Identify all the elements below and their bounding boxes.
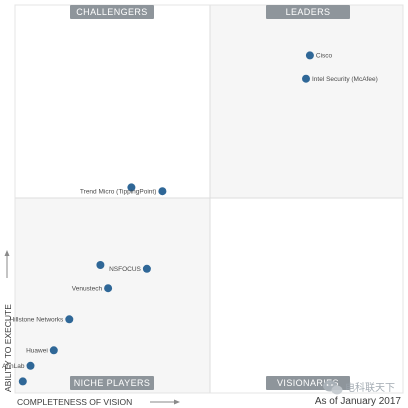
vendor-point: Intel Security (McAfee) bbox=[302, 74, 378, 83]
vendor-label: Trend Micro (TippingPoint) bbox=[80, 189, 156, 196]
vendor-label: AhnLab bbox=[2, 363, 25, 370]
vendor-dot bbox=[96, 261, 105, 269]
quadrant-challengers-area bbox=[15, 5, 210, 198]
vendor-label: Venustech bbox=[72, 286, 103, 293]
vendor-point: Venustech bbox=[72, 284, 113, 293]
vendor-label: NSFOCUS bbox=[109, 266, 141, 273]
vendor-point bbox=[127, 183, 136, 192]
vendor-dot bbox=[302, 74, 310, 83]
vendor-dot bbox=[65, 315, 74, 324]
vendor-dot bbox=[26, 361, 35, 370]
vendor-point: AhnLab bbox=[2, 361, 35, 370]
vendor-points: Cisco Intel Security (McAfee) Trend Micro … bbox=[2, 51, 378, 386]
vendor-point: Trend Micro (TippingPoint) bbox=[80, 187, 167, 196]
wechat-bubble-icon bbox=[323, 380, 343, 395]
quadrant-visionaries-area bbox=[210, 198, 403, 393]
plot-border bbox=[14, 4, 404, 394]
svg-text:CHALLENGERS: CHALLENGERS bbox=[76, 7, 147, 17]
vendor-dot bbox=[49, 346, 58, 355]
vendor-dot bbox=[158, 187, 167, 196]
x-axis-arrow-head-icon bbox=[174, 399, 180, 405]
vendor-dot bbox=[127, 183, 136, 192]
watermark-text: 电科联天下 bbox=[345, 381, 395, 394]
y-axis-label: ABILITY TO EXECUTE bbox=[3, 304, 13, 392]
watermark: 电科联天下 bbox=[323, 380, 395, 395]
vendor-label: Cisco bbox=[316, 53, 333, 60]
vendor-dot bbox=[104, 284, 113, 293]
vendor-point: Hillstone Networks bbox=[9, 315, 74, 324]
quadrant-label-challengers: CHALLENGERS bbox=[70, 5, 154, 19]
x-axis-label: COMPLETENESS OF VISION bbox=[17, 397, 132, 407]
vendor-point bbox=[96, 261, 105, 269]
quadrant-label-niche-players: NICHE PLAYERS bbox=[70, 376, 154, 390]
quadrant-label-leaders: LEADERS bbox=[266, 5, 350, 19]
vendor-label: Huawei bbox=[26, 348, 48, 355]
vendor-point bbox=[18, 377, 27, 386]
y-axis: ABILITY TO EXECUTE bbox=[3, 250, 13, 392]
vendor-dot bbox=[142, 264, 151, 273]
vendor-label: Intel Security (McAfee) bbox=[312, 76, 378, 83]
svg-text:LEADERS: LEADERS bbox=[286, 7, 331, 17]
svg-text:VISIONARIES: VISIONARIES bbox=[277, 378, 339, 388]
vendor-point: Cisco bbox=[305, 51, 333, 60]
quadrant-leaders-area bbox=[210, 5, 403, 198]
vendor-label: Hillstone Networks bbox=[9, 317, 64, 324]
vendor-dot bbox=[305, 51, 314, 60]
y-axis-arrow-head-icon bbox=[4, 250, 10, 256]
as-of-date-label: As of January 2017 bbox=[315, 396, 402, 407]
svg-text:NICHE PLAYERS: NICHE PLAYERS bbox=[74, 378, 151, 388]
vendor-point: Huawei bbox=[26, 346, 58, 355]
vendor-dot bbox=[18, 377, 27, 386]
quadrant-niche-players-area bbox=[15, 198, 210, 393]
x-axis: COMPLETENESS OF VISION bbox=[17, 397, 180, 407]
vendor-point: NSFOCUS bbox=[109, 264, 151, 273]
